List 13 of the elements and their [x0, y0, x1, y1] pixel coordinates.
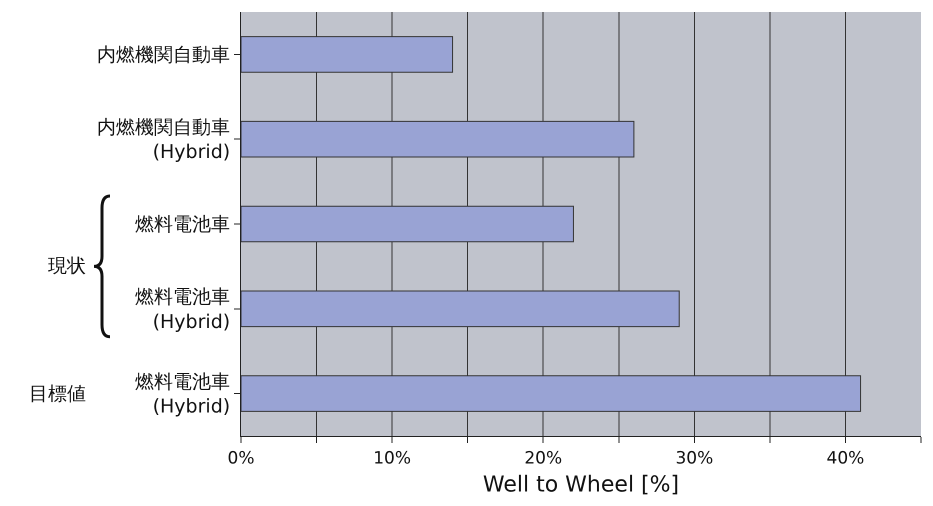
y-tick-label: 燃料電池車 (Hybrid) — [135, 370, 230, 418]
x-axis-title: Well to Wheel [%] — [482, 472, 680, 498]
x-tick-label: 10% — [373, 448, 412, 468]
y-tick-label: 内燃機関自動車 — [97, 44, 230, 66]
y-tick-label: 燃料電池車 — [135, 214, 230, 236]
text: 目標値 — [29, 383, 86, 405]
x-tick-label: 0% — [228, 448, 254, 468]
x-tick-label: 20% — [524, 448, 562, 468]
y-tick-label: 内燃機関自動車 (Hybrid) — [97, 116, 230, 164]
text: 現状 — [48, 255, 86, 277]
y-tick-label: 燃料電池車 (Hybrid) — [135, 286, 230, 333]
x-tick-label: 30% — [675, 448, 714, 468]
x-tick-label: 40% — [826, 448, 864, 468]
